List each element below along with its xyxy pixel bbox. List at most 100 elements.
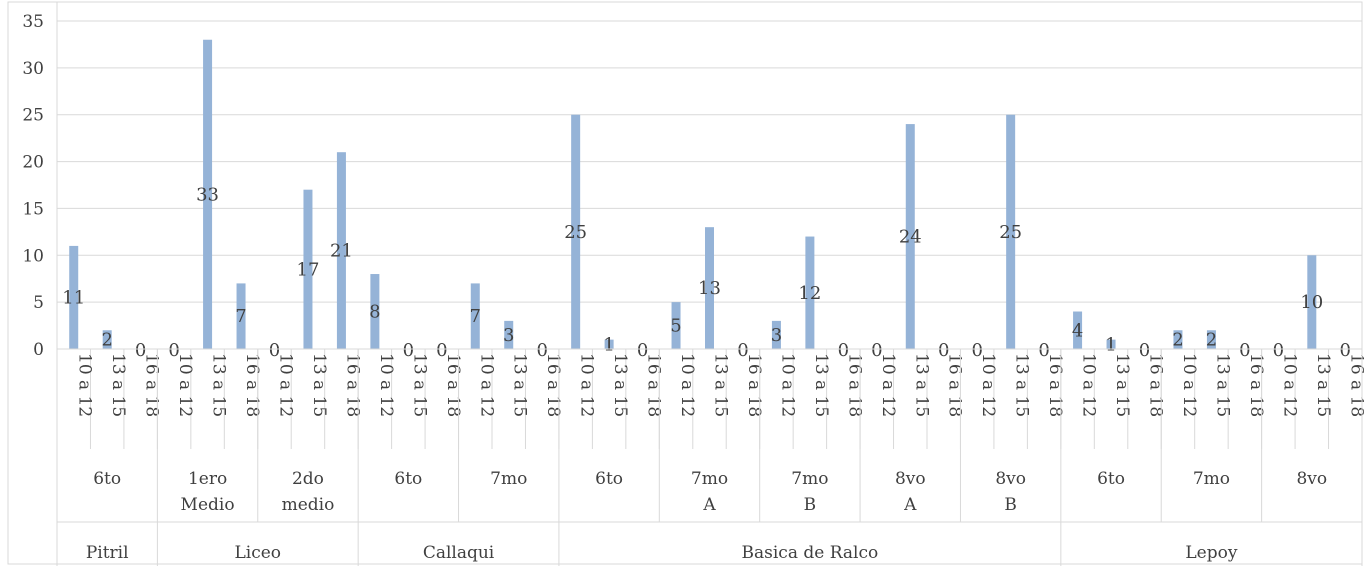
x-tick-label: 10 a 12 bbox=[677, 353, 697, 417]
x-tick-label: 10 a 12 bbox=[276, 353, 296, 417]
x-tick-label: 10 a 12 bbox=[1079, 353, 1099, 417]
x-tick-label: 13 a 15 bbox=[409, 353, 429, 417]
course-label: 6to bbox=[1097, 469, 1125, 489]
data-label: 0 bbox=[1340, 340, 1351, 361]
x-tick-label: 16 a 18 bbox=[1246, 353, 1266, 417]
chart-frame bbox=[7, 1, 1363, 565]
data-label: 0 bbox=[637, 340, 648, 361]
bar bbox=[705, 227, 714, 349]
data-label: 13 bbox=[698, 278, 721, 299]
course-label: A bbox=[903, 495, 917, 515]
course-label: Medio bbox=[181, 495, 235, 515]
x-tick-label: 16 a 18 bbox=[443, 353, 463, 417]
data-label: 2 bbox=[1172, 330, 1183, 351]
bar bbox=[671, 302, 681, 349]
data-label: 12 bbox=[798, 283, 821, 304]
course-label: 8vo bbox=[895, 469, 926, 489]
course-label: 2do bbox=[292, 469, 324, 489]
x-tick-label: 13 a 15 bbox=[1012, 353, 1032, 417]
course-label: B bbox=[804, 495, 817, 515]
x-tick-label: 16 a 18 bbox=[1045, 353, 1065, 417]
y-tick-label: 35 bbox=[22, 12, 44, 32]
data-label: 2 bbox=[1206, 330, 1217, 351]
data-label: 3 bbox=[503, 325, 514, 346]
x-tick-label: 10 a 12 bbox=[376, 353, 396, 417]
course-label: 6to bbox=[394, 469, 422, 489]
data-label: 0 bbox=[1139, 340, 1150, 361]
x-tick-label: 13 a 15 bbox=[108, 353, 128, 417]
bar bbox=[805, 236, 815, 349]
course-label: B bbox=[1004, 495, 1017, 515]
course-label: medio bbox=[282, 495, 335, 515]
bar bbox=[236, 283, 246, 349]
y-tick-label: 10 bbox=[22, 246, 44, 266]
x-tick-label: 13 a 15 bbox=[610, 353, 630, 417]
x-tick-label: 16 a 18 bbox=[342, 353, 362, 417]
y-axis: 0 5 10 15 20 25 30 35 bbox=[22, 2, 58, 360]
course-label: 8vo bbox=[995, 469, 1026, 489]
x-tick-label: 16 a 18 bbox=[844, 353, 864, 417]
y-tick-label: 25 bbox=[22, 106, 44, 126]
x-tick-label: 13 a 15 bbox=[1112, 353, 1132, 417]
data-label: 0 bbox=[168, 340, 179, 361]
x-tick-label: 16 a 18 bbox=[1346, 353, 1364, 417]
data-label: 17 bbox=[297, 259, 320, 280]
x-tick-label: 10 a 12 bbox=[978, 353, 998, 417]
data-label: 0 bbox=[1239, 340, 1250, 361]
data-label: 0 bbox=[269, 340, 280, 361]
x-tick-label: 13 a 15 bbox=[510, 353, 530, 417]
x-tick-label: 16 a 18 bbox=[1146, 353, 1166, 417]
data-label: 25 bbox=[564, 222, 587, 243]
course-label: 6to bbox=[93, 469, 121, 489]
course-label: 7mo bbox=[490, 469, 527, 489]
school-label: Lepoy bbox=[1185, 543, 1237, 563]
bar bbox=[102, 330, 112, 349]
data-label: 21 bbox=[330, 241, 353, 262]
y-tick-label: 30 bbox=[22, 59, 44, 79]
school-label: Basica de Ralco bbox=[742, 543, 879, 563]
bar bbox=[771, 320, 781, 349]
x-tick-label: 13 a 15 bbox=[209, 353, 229, 417]
data-label: 8 bbox=[369, 302, 380, 323]
x-axis: 10 a 12 13 a 15 16 a 18 10 a 12 13 a 15 16 a … bbox=[56, 348, 1364, 566]
bar bbox=[1073, 311, 1083, 349]
data-label: 3 bbox=[771, 325, 782, 346]
x-tick-label: 16 a 18 bbox=[945, 353, 965, 417]
data-label: 0 bbox=[1273, 340, 1284, 361]
data-label: 0 bbox=[1038, 340, 1049, 361]
course-label: 7mo bbox=[791, 469, 828, 489]
grid-lines bbox=[7, 1, 1363, 565]
x-tick-label: 16 a 18 bbox=[242, 353, 262, 417]
data-label: 1 bbox=[1105, 334, 1116, 355]
bar bbox=[203, 39, 213, 349]
course-label: 8vo bbox=[1296, 469, 1327, 489]
data-label: 0 bbox=[838, 340, 849, 361]
x-tick-label: 10 a 12 bbox=[878, 353, 898, 417]
x-tick-label: 10 a 12 bbox=[1179, 353, 1199, 417]
data-label: 24 bbox=[899, 227, 922, 248]
bar bbox=[905, 124, 915, 349]
data-label: 0 bbox=[135, 340, 146, 361]
x-tick-label: 16 a 18 bbox=[543, 353, 563, 417]
x-tick-label: 13 a 15 bbox=[1313, 353, 1333, 417]
y-tick-label: 20 bbox=[22, 153, 44, 173]
data-label: 0 bbox=[536, 340, 547, 361]
y-tick-label: 0 bbox=[33, 340, 44, 360]
bar bbox=[69, 245, 79, 349]
x-tick-label: 10 a 12 bbox=[175, 353, 195, 417]
x-tick-label: 16 a 18 bbox=[644, 353, 664, 417]
course-label: 1ero bbox=[188, 469, 227, 489]
bar bbox=[604, 339, 614, 349]
data-label: 0 bbox=[938, 340, 949, 361]
bar bbox=[336, 152, 346, 349]
x-tick-label: 10 a 12 bbox=[577, 353, 597, 417]
y-tick-label: 15 bbox=[22, 199, 44, 219]
school-label: Pitril bbox=[86, 543, 129, 563]
x-tick-label: 13 a 15 bbox=[309, 353, 329, 417]
bar bbox=[1307, 255, 1317, 349]
x-tick-label: 16 a 18 bbox=[142, 353, 162, 417]
x-tick-label: 13 a 15 bbox=[911, 353, 931, 417]
data-label: 0 bbox=[737, 340, 748, 361]
